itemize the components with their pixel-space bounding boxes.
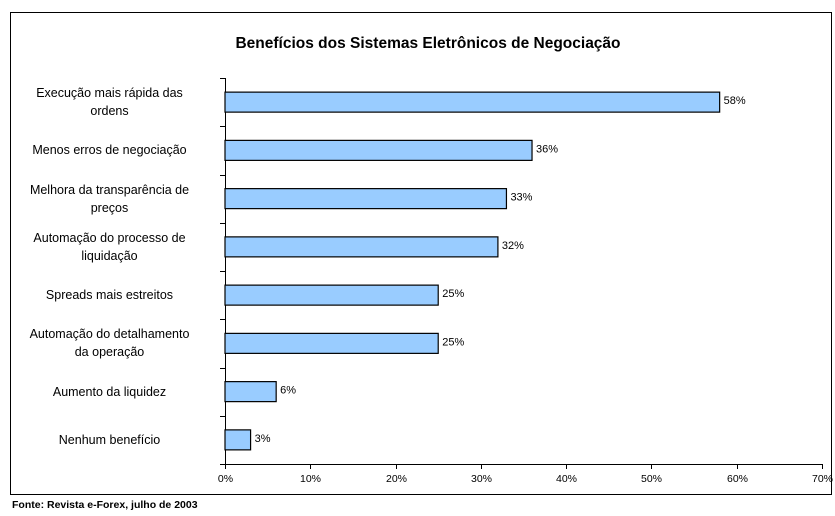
value-label: 33% (510, 192, 532, 204)
x-tick-label: 0% (218, 473, 233, 485)
y-tick-label: Melhora da transparência de preços (29, 182, 190, 215)
value-label: 25% (442, 336, 464, 348)
x-tick-label: 50% (641, 473, 662, 485)
value-label: 58% (724, 95, 746, 107)
x-tick-label: 20% (386, 473, 407, 485)
y-tick-label: Aumento da liquidez (52, 384, 167, 399)
value-label: 3% (255, 433, 271, 445)
y-tick-label: Automação do detalhamento da operação (29, 327, 190, 360)
bar (224, 381, 277, 403)
bar (224, 429, 252, 451)
y-tick-label: Nenhum benefício (58, 432, 161, 447)
source-note: Fonte: Revista e-Forex, julho de 2003 (12, 499, 198, 511)
bar (224, 139, 533, 161)
value-label: 36% (536, 143, 558, 155)
bar (224, 284, 439, 306)
bar (224, 332, 439, 354)
bar (224, 91, 721, 113)
value-label: 25% (442, 288, 464, 300)
x-tick-label: 10% (300, 473, 321, 485)
x-tick-label: 70% (812, 473, 833, 485)
chart-title: Benefícios dos Sistemas Eletrônicos de N… (235, 35, 620, 52)
x-tick-label: 40% (556, 473, 577, 485)
bar (224, 236, 499, 258)
x-tick-label: 30% (471, 473, 492, 485)
bar (224, 188, 508, 210)
y-tick-label: Spreads mais estreitos (45, 288, 174, 303)
value-label: 32% (502, 240, 524, 252)
y-tick-label: Menos erros de negociação (32, 143, 187, 158)
value-label: 6% (280, 385, 296, 397)
y-tick-label: Automação do processo de liquidação (33, 230, 186, 263)
y-tick-label: Execução mais rápida das ordens (36, 86, 183, 119)
x-tick-label: 60% (727, 473, 748, 485)
